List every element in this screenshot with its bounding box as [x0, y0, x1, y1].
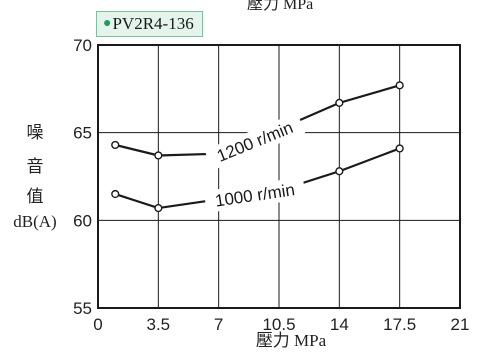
y-tick-label: 65 [73, 124, 92, 143]
y-tick-labels: 55 60 65 70 [73, 36, 92, 318]
x-tick-labels: 0 3.5 7 10.5 14 17.5 21 [93, 315, 469, 334]
y-axis-label-line-1: 噪 [26, 123, 44, 142]
x-tick-label: 17.5 [383, 315, 416, 334]
y-axis-label-line-2: 音 [26, 157, 44, 176]
data-point [154, 203, 163, 213]
series-label-group: 1200 r/min [204, 112, 306, 171]
x-tick-label: 10.5 [262, 315, 295, 334]
data-point [335, 167, 344, 176]
plot-frame [97, 44, 461, 309]
data-point [154, 151, 163, 160]
x-tick-label: 21 [451, 315, 470, 334]
x-axis-label: 壓力 MPa [256, 331, 327, 350]
y-axis-label-line-4: dB(A) [13, 212, 57, 231]
data-point [395, 144, 404, 153]
y-tick-label: 70 [73, 36, 92, 55]
y-tick-label: 55 [73, 299, 92, 318]
data-point [111, 189, 120, 199]
y-tick-label: 60 [73, 211, 92, 230]
data-point [335, 98, 344, 107]
x-tick-label: 3.5 [147, 315, 171, 334]
data-point [395, 81, 404, 90]
x-tick-label: 14 [330, 315, 349, 334]
model-tag: ● PV2R4-136 [96, 11, 203, 37]
model-tag-label: PV2R4-136 [112, 14, 194, 33]
x-tick-label: 7 [214, 315, 223, 334]
top-axis-label: 壓力 MPa [247, 0, 314, 13]
grid [98, 45, 460, 308]
y-axis-label-line-3: 值 [26, 187, 44, 206]
x-tick-label: 0 [93, 315, 102, 334]
green-dot-icon: ● [103, 16, 112, 31]
data-point [111, 140, 120, 150]
